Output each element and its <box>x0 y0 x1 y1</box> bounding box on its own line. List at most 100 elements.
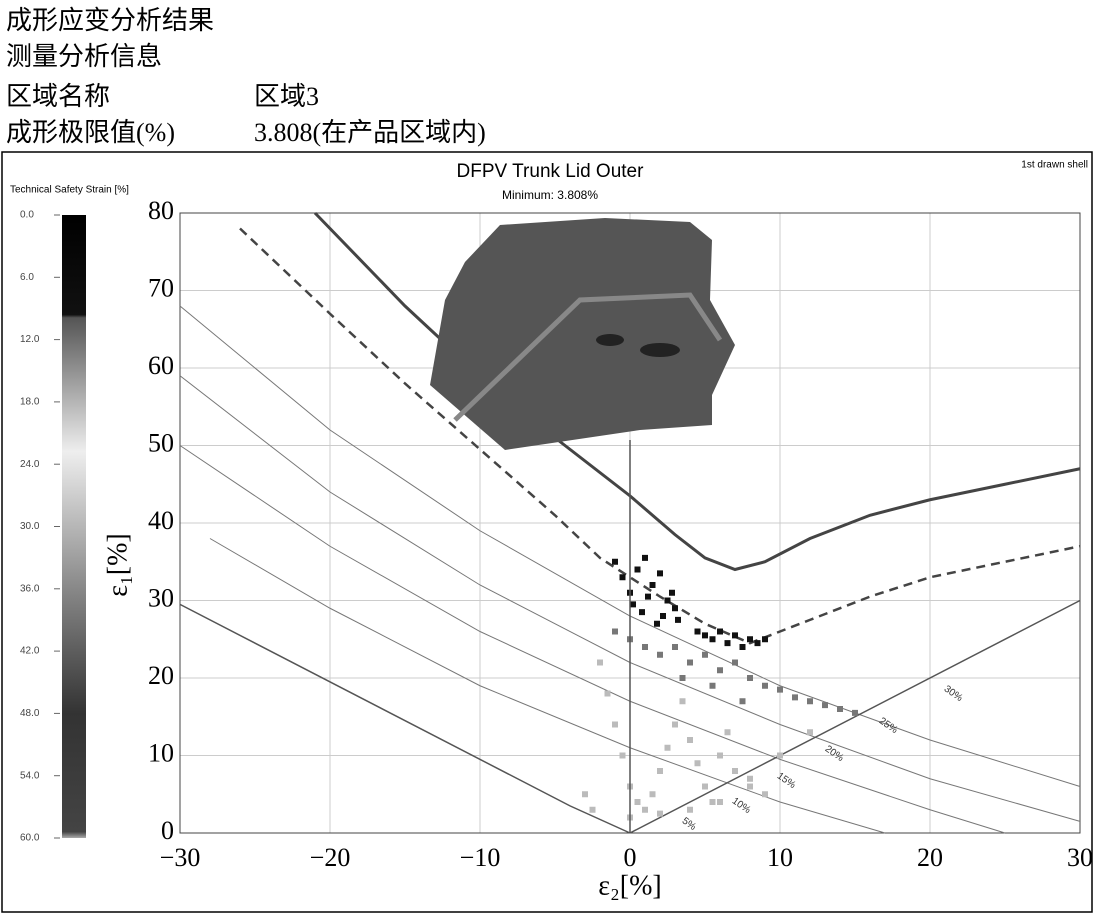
strain-point <box>619 574 626 581</box>
strain-point <box>754 640 761 647</box>
strain-point <box>687 659 693 666</box>
strain-point <box>639 609 645 616</box>
strain-point <box>792 694 798 701</box>
strain-point <box>822 702 828 709</box>
strain-point <box>597 659 603 666</box>
x-tick-label: −30 <box>160 843 201 872</box>
strain-point <box>732 659 738 666</box>
strain-point <box>657 768 663 774</box>
strain-point <box>687 737 693 743</box>
strain-point <box>709 636 716 643</box>
x-tick-label: −20 <box>310 843 351 872</box>
header-title: 成形应变分析结果 <box>6 6 215 35</box>
y-tick-label: 20 <box>148 661 174 690</box>
x-tick-label: 10 <box>767 843 793 872</box>
strain-point <box>642 806 648 813</box>
strain-point <box>657 651 663 658</box>
info-label: 成形极限值(%) <box>6 118 175 147</box>
strain-point <box>747 775 753 782</box>
colorbar-tick-label: 54.0 <box>20 770 40 781</box>
strain-point <box>702 651 708 658</box>
y-tick-label: 40 <box>148 506 174 535</box>
strain-point <box>642 554 648 561</box>
strain-point <box>717 667 723 674</box>
info-value: 区域3 <box>254 82 320 111</box>
strain-point <box>807 729 813 736</box>
strain-point <box>649 582 656 588</box>
y-tick-label: 60 <box>148 351 174 380</box>
strain-point <box>664 744 671 751</box>
curve <box>179 445 1006 834</box>
strain-point <box>777 752 783 759</box>
colorbar-tick-label: 42.0 <box>20 646 40 657</box>
chart-title: DFPV Trunk Lid Outer <box>457 161 645 182</box>
strain-point <box>747 636 753 643</box>
part-image-spot <box>640 343 680 357</box>
strain-point <box>724 729 731 736</box>
y-axis-label: ε₁[%] <box>102 533 133 597</box>
contour-label: 30% <box>942 684 965 705</box>
header-subtitle: 测量分析信息 <box>6 42 163 71</box>
curve <box>629 599 1081 834</box>
strain-point <box>702 632 708 639</box>
strain-point <box>654 620 660 627</box>
strain-point <box>649 791 656 798</box>
strain-point <box>675 616 681 623</box>
strain-point <box>717 799 723 805</box>
strain-point <box>660 613 666 619</box>
x-axis-label: ε₂[%] <box>598 870 662 901</box>
strain-point <box>739 698 746 705</box>
strain-point <box>634 566 641 573</box>
strain-point <box>747 783 753 790</box>
colorbar-tick-label: 24.0 <box>20 459 40 470</box>
strain-point <box>589 806 596 813</box>
strain-point <box>672 721 678 728</box>
part-image-spot <box>596 334 624 346</box>
strain-point <box>657 810 663 817</box>
strain-point <box>762 636 768 643</box>
corner-note: 1st drawn shell <box>1021 160 1088 171</box>
colorbar-tick-label: 36.0 <box>20 583 40 594</box>
strain-point <box>709 682 716 689</box>
part-image-flange <box>453 292 723 422</box>
dashed-curve <box>239 227 1081 645</box>
strain-point <box>739 644 746 650</box>
strain-point <box>672 644 678 650</box>
x-tick-label: 0 <box>624 843 637 872</box>
strain-point <box>717 752 723 759</box>
strain-point <box>694 760 701 767</box>
chart-subtitle: Minimum: 3.808% <box>502 188 598 202</box>
y-tick-label: 10 <box>148 738 174 767</box>
colorbar-tick-label: 0.0 <box>20 210 34 221</box>
strain-point <box>724 640 731 647</box>
strain-point <box>619 752 626 759</box>
x-tick-label: 30 <box>1067 843 1093 872</box>
contour-label: 25% <box>877 716 900 737</box>
chart-frame <box>1 151 1093 913</box>
strain-point <box>762 682 768 689</box>
strain-point <box>702 783 708 790</box>
contour-label: 10% <box>730 796 753 817</box>
info-value: 3.808(在产品区域内) <box>254 118 486 147</box>
strain-point <box>694 628 701 635</box>
strain-point <box>669 589 675 596</box>
y-tick-label: 50 <box>148 428 174 457</box>
curve <box>209 538 886 834</box>
colorbar-tick-label: 12.0 <box>20 334 40 345</box>
colorbar-tick-label: 18.0 <box>20 397 40 408</box>
strain-point <box>582 791 588 798</box>
curve <box>179 603 631 834</box>
strain-point <box>612 628 618 635</box>
colorbar-tick-label: 60.0 <box>20 833 40 844</box>
strain-point <box>679 675 686 681</box>
colorbar <box>62 215 86 838</box>
contour-label: 15% <box>775 771 798 792</box>
strain-point <box>852 709 858 716</box>
strain-point <box>679 698 686 705</box>
strain-point <box>837 706 843 712</box>
colorbar-tick-label: 48.0 <box>20 708 40 719</box>
strain-point <box>645 593 651 600</box>
colorbar-title: Technical Safety Strain [%] <box>10 185 129 196</box>
